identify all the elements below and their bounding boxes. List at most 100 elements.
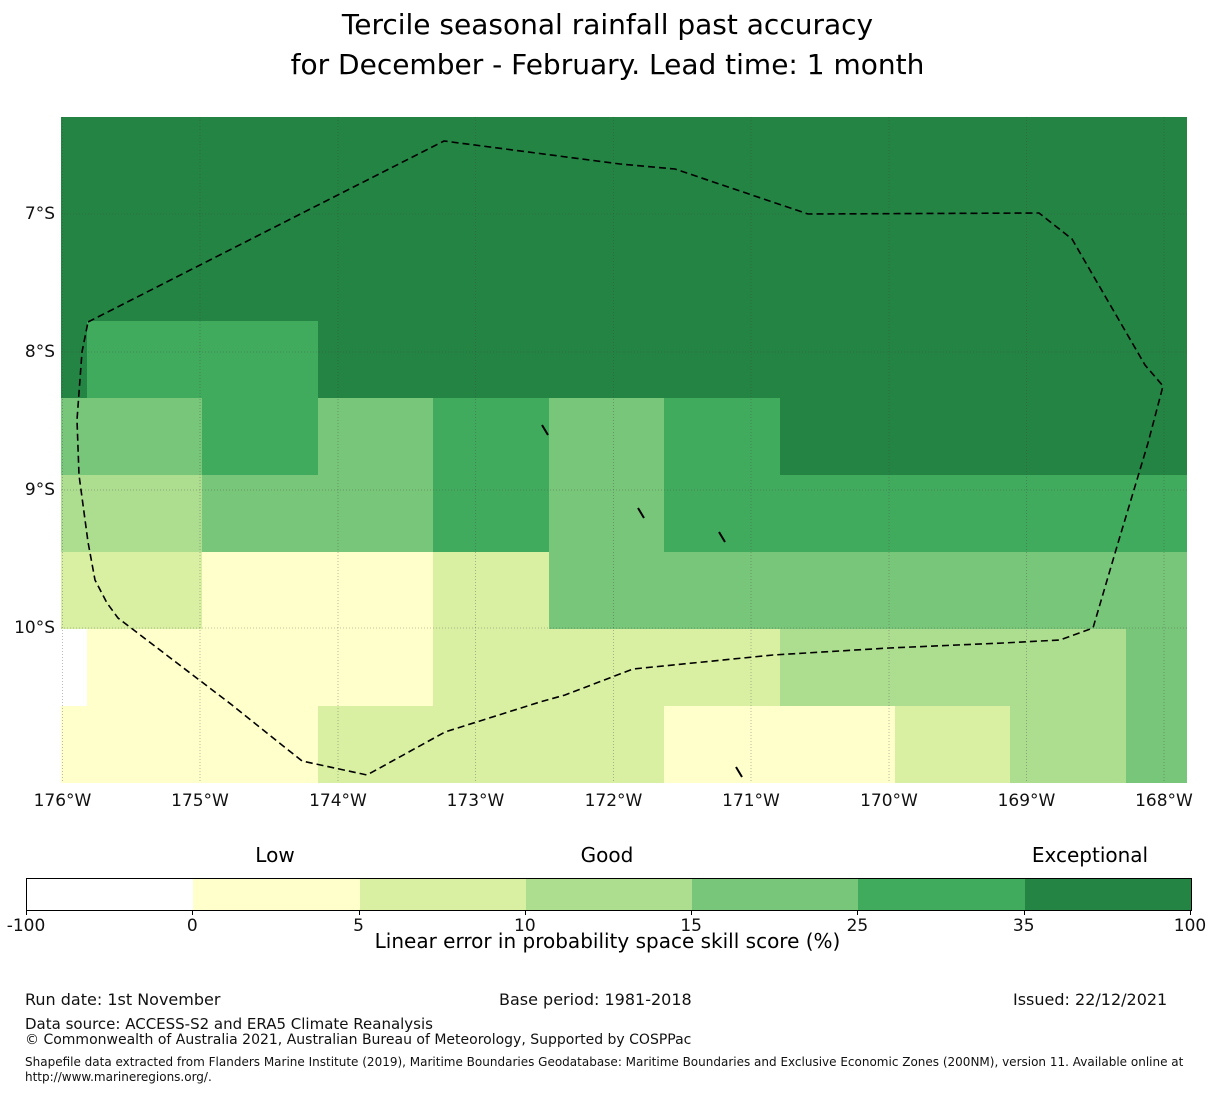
- island-mark: [541, 424, 549, 436]
- colorbar-segment: [1024, 879, 1191, 910]
- y-tick-label: 8°S: [24, 342, 55, 362]
- map-cell: [1126, 167, 1187, 244]
- map-cell: [202, 117, 318, 167]
- map-cell: [61, 244, 87, 321]
- colorbar-segment: [525, 879, 693, 910]
- colorbar-axis-label: Linear error in probability space skill …: [374, 929, 841, 953]
- map-cell: [1010, 629, 1126, 706]
- map-cell: [664, 629, 780, 706]
- colorbar-tick-label: 35: [1012, 916, 1035, 936]
- map-cell: [202, 244, 318, 321]
- map-cell: [433, 244, 549, 321]
- map-cell: [61, 117, 87, 167]
- map-cell: [202, 706, 318, 783]
- map-cell: [318, 321, 433, 398]
- map-cell: [202, 321, 318, 398]
- map-cell: [61, 475, 87, 552]
- map-cell: [780, 321, 895, 398]
- colorbar-tick: [1023, 910, 1025, 915]
- map-cell: [433, 629, 549, 706]
- map-cell: [61, 398, 87, 475]
- chart-title-line-1: Tercile seasonal rainfall past accuracy: [341, 8, 874, 41]
- data-source-text: Data source: ACCESS-S2 and ERA5 Climate …: [25, 1015, 433, 1033]
- colorbar-segment: [692, 879, 859, 910]
- run-date-text: Run date: 1st November: [25, 990, 221, 1009]
- map-cell: [318, 244, 433, 321]
- map-cell: [61, 321, 87, 398]
- map-cell: [895, 117, 1010, 167]
- shapefile-note-line-2: http://www.marineregions.org/.: [25, 1070, 212, 1084]
- map-cell: [780, 706, 895, 783]
- island-mark: [718, 531, 726, 543]
- colorbar-tick: [857, 910, 859, 915]
- x-tick-label: 171°W: [722, 791, 780, 811]
- map-cell: [1010, 552, 1126, 629]
- map-cell: [664, 244, 780, 321]
- map-cell: [780, 629, 895, 706]
- map-cell: [895, 398, 1010, 475]
- map-cell: [61, 167, 87, 244]
- colorbar-tick: [192, 910, 194, 915]
- colorbar-segment: [193, 879, 360, 910]
- map-cell: [895, 706, 1010, 783]
- colorbar-segment: [359, 879, 526, 910]
- colorbar-tick-label: 15: [680, 916, 702, 936]
- chart-title-line-2: for December - February. Lead time: 1 mo…: [290, 48, 925, 81]
- map-cell: [87, 552, 202, 629]
- map-cell: [1010, 244, 1126, 321]
- map-cell: [433, 321, 549, 398]
- colorbar-tick-label: 100: [1173, 916, 1207, 936]
- map-cell: [61, 706, 87, 783]
- map-cell: [549, 244, 664, 321]
- map-cell: [664, 167, 780, 244]
- map-cell: [1126, 706, 1187, 783]
- map-cell: [664, 552, 780, 629]
- map-cell: [87, 706, 202, 783]
- map-cell: [433, 706, 549, 783]
- map-cell: [433, 167, 549, 244]
- colorbar-tick: [524, 910, 526, 915]
- colorbar-category-label: Exceptional: [1031, 843, 1149, 867]
- map-cell: [202, 629, 318, 706]
- map-cell: [87, 475, 202, 552]
- map-cell: [87, 117, 202, 167]
- map-cell: [202, 552, 318, 629]
- eez-boundary-line: [76, 140, 1164, 776]
- colorbar-tick: [1190, 910, 1191, 915]
- map-cell: [664, 706, 780, 783]
- map-cell: [549, 475, 664, 552]
- colorbar-segment: [27, 879, 194, 910]
- x-tick-label: 176°W: [33, 791, 92, 811]
- map-cell: [780, 552, 895, 629]
- map-cell: [664, 398, 780, 475]
- map-cell: [549, 552, 664, 629]
- map-cell: [895, 167, 1010, 244]
- map-cell: [202, 167, 318, 244]
- map-cell: [664, 117, 780, 167]
- map-cell: [433, 117, 549, 167]
- map-cell: [1126, 117, 1187, 167]
- map-cell: [895, 475, 1010, 552]
- map-cell: [780, 244, 895, 321]
- map-cell: [433, 552, 549, 629]
- map-cell: [780, 167, 895, 244]
- map-cell: [1126, 321, 1187, 398]
- island-mark: [735, 766, 743, 778]
- colorbar-category-label: Good: [580, 843, 634, 867]
- map-cell: [433, 475, 549, 552]
- issued-date-text: Issued: 22/12/2021: [1013, 990, 1168, 1009]
- x-tick-label: 174°W: [309, 791, 367, 811]
- colorbar-tick-label: 0: [186, 916, 198, 936]
- map-cell: [318, 629, 433, 706]
- map-cell: [1010, 475, 1126, 552]
- map-cell: [318, 167, 433, 244]
- x-tick-label: 169°W: [997, 791, 1056, 811]
- map-cell: [433, 398, 549, 475]
- map-cell: [318, 475, 433, 552]
- map-cell: [895, 629, 1010, 706]
- map-cell: [1010, 398, 1126, 475]
- colorbar-category-label: Low: [255, 843, 295, 867]
- x-tick-label: 175°W: [171, 791, 229, 811]
- map-cell: [87, 167, 202, 244]
- map-cell: [61, 552, 87, 629]
